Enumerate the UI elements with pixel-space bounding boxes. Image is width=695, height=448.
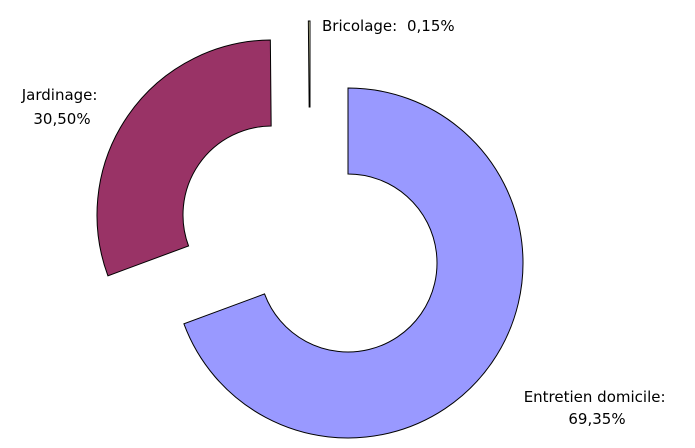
- value-label: 0,15%: [407, 17, 455, 35]
- value-label: 69,35%: [568, 410, 625, 428]
- donut-slice: [96, 39, 272, 277]
- category-label: Jardinage:: [21, 86, 98, 104]
- donut-slice: [183, 87, 524, 439]
- value-label: 30,50%: [33, 110, 90, 128]
- donut-slice: [307, 20, 311, 108]
- slice-label: Entretien domicile: 69,35%: [524, 388, 671, 428]
- category-label: Bricolage:: [322, 17, 397, 35]
- category-label: Entretien domicile:: [524, 388, 666, 406]
- slice-label: Bricolage: 0,15%: [322, 17, 455, 35]
- slice-label: Jardinage: 30,50%: [21, 86, 103, 128]
